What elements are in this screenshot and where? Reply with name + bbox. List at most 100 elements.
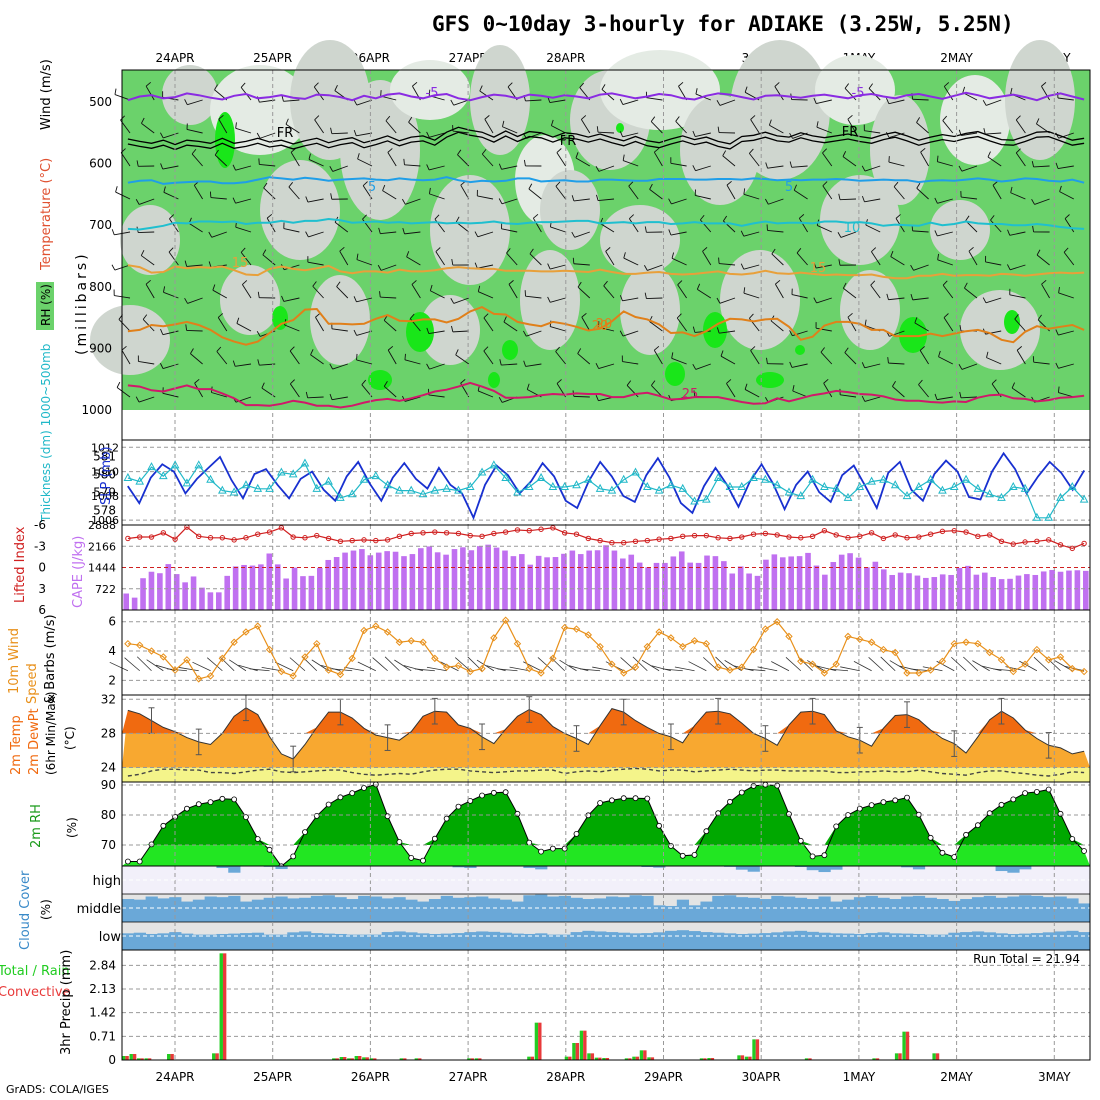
- wind-barb-flag: [595, 363, 600, 369]
- wind-barb: [1064, 218, 1075, 233]
- wind-barb-flag: [483, 313, 489, 319]
- wind-barb: [720, 355, 736, 365]
- dewpoint-line: [127, 767, 1085, 777]
- wind-barb: [912, 230, 929, 233]
- temp-fill-dark: [122, 707, 1090, 734]
- lifted-index-marker: [916, 534, 922, 540]
- cape-bar: [822, 574, 828, 610]
- wind-barb: [383, 386, 397, 398]
- wind-barb-10m: [641, 659, 660, 672]
- cloud-middle-bar: [783, 896, 796, 922]
- wind-barb: [864, 363, 881, 369]
- lifted-index-marker: [951, 527, 957, 534]
- wind-barb: [356, 132, 373, 137]
- cape-bar: [931, 577, 938, 610]
- bottom-date-label: 29APR: [644, 1070, 683, 1084]
- wind-barb-flag: [692, 165, 696, 171]
- wind-barb: [1041, 86, 1050, 101]
- wind-barb: [477, 195, 494, 200]
- cloud-low-bar: [688, 931, 701, 950]
- wind-barb: [600, 223, 615, 233]
- cloud-low-bar: [759, 933, 772, 950]
- cloud-low-bar: [169, 932, 182, 950]
- thickness-marker: [324, 476, 333, 485]
- cloud-middle-bar: [393, 897, 406, 922]
- cape-bar: [830, 562, 837, 610]
- rh-patch: [220, 265, 280, 335]
- cape-bar: [948, 574, 954, 610]
- cloud-low-bar: [724, 933, 737, 950]
- precip-convective-bar: [418, 1058, 422, 1060]
- wind-barb: [289, 383, 300, 398]
- thickness-marker: [855, 481, 865, 491]
- wind-barb-flag: [353, 129, 357, 136]
- thickness-marker: [548, 481, 558, 491]
- wind-barb-flag: [385, 115, 391, 122]
- slp-tick-label: 1006: [91, 514, 119, 527]
- rh2m-marker: [372, 781, 379, 788]
- wind-barb-flag: [596, 126, 599, 133]
- wind-barb: [162, 165, 179, 170]
- rh2m-marker: [266, 846, 273, 853]
- wind-barb-10m: [311, 659, 329, 672]
- pressure-tick-label: 600: [89, 157, 112, 171]
- cloud-low-bar: [712, 932, 725, 950]
- cloud-middle-bar: [417, 901, 430, 922]
- wind-barb: [1014, 318, 1026, 332]
- wind-barb-flag: [191, 148, 197, 155]
- cloud-low-bar: [546, 934, 560, 950]
- contour-label: 10: [844, 221, 861, 236]
- wind-barb: [573, 263, 590, 266]
- rh-patch: [815, 55, 895, 125]
- cloud-low-bar: [157, 933, 170, 950]
- wind-barb-flag: [289, 346, 295, 352]
- wind-barb-flag: [695, 88, 698, 95]
- wind-barb-flag: [526, 383, 530, 390]
- wind-barb-flag: [184, 297, 188, 304]
- thickness-marker: [678, 483, 688, 492]
- wind-barb: [864, 165, 881, 172]
- wind-barb: [719, 330, 736, 334]
- temp-axis-label-3: (6hr Min/Max): [44, 692, 58, 776]
- cloud-middle-bar: [487, 898, 501, 922]
- wind-barb: [919, 350, 929, 365]
- cape-bar: [258, 564, 264, 610]
- wind-barb-10m: [868, 656, 884, 672]
- precip-panel-frame: [121, 949, 1091, 1061]
- wind-barb: [577, 286, 591, 299]
- wind-barb-flag: [281, 295, 285, 302]
- wind-barb-10m: [274, 661, 294, 672]
- wind-barb-flag: [353, 329, 358, 336]
- wind-barb: [241, 284, 252, 299]
- rh2m-marker: [502, 789, 509, 796]
- cloud-low-bar: [1042, 932, 1055, 950]
- wind-speed-marker: [785, 632, 793, 641]
- cloud-middle-bar: [724, 895, 737, 922]
- wind-barb: [121, 349, 131, 365]
- run-total-label: Run Total = 21.94: [973, 952, 1080, 966]
- thickness-marker: [749, 472, 758, 481]
- rh-patch: [540, 170, 600, 250]
- thickness-marker: [489, 460, 499, 469]
- wind-speed-marker: [478, 664, 486, 673]
- wind-barb-flag: [678, 81, 684, 87]
- temp-tick-label: 24: [101, 761, 116, 775]
- lifted-index-marker: [467, 532, 473, 539]
- cape-bar: [342, 552, 348, 610]
- wind-barb-flag: [581, 115, 587, 120]
- cloud-middle-bar: [853, 897, 867, 922]
- wind-barb: [920, 151, 929, 167]
- lifted-index-marker: [349, 537, 355, 544]
- wind-barb-flag: [962, 86, 966, 93]
- cloud-high-bar: [912, 866, 926, 870]
- wind-barb-flag: [281, 95, 284, 102]
- wind-barb-flag: [217, 313, 224, 318]
- rh-patch: [940, 75, 1010, 165]
- wind-barb-flag: [1036, 118, 1040, 125]
- wind-barb-flag: [789, 330, 793, 336]
- wind-barb: [214, 154, 228, 167]
- cloud-middle-bar: [971, 897, 985, 922]
- wind-barb-flag: [870, 280, 876, 286]
- wind-barb-flag: [218, 114, 224, 120]
- wind-barb: [914, 322, 929, 332]
